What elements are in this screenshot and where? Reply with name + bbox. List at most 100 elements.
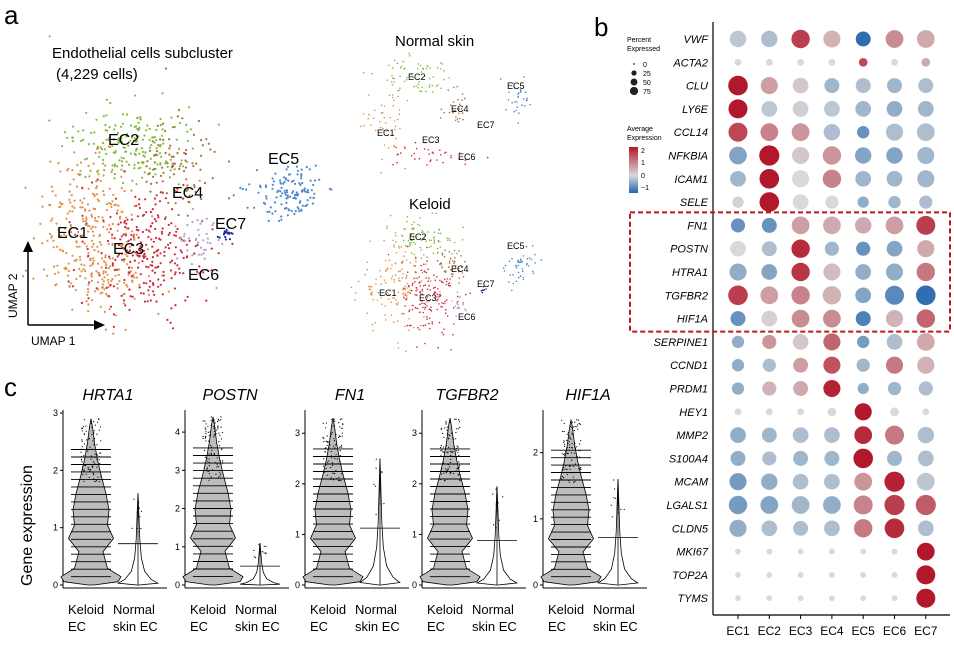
violin-point (82, 474, 84, 476)
umap-point (404, 325, 406, 328)
umap-point (375, 278, 377, 281)
umap-point (423, 263, 425, 266)
violin-point (326, 435, 328, 437)
violin-point (573, 443, 576, 445)
umap-point (173, 253, 176, 256)
umap-point (523, 105, 526, 107)
umap-point (133, 276, 136, 279)
umap-point (403, 145, 406, 148)
violin-point (450, 455, 452, 457)
umap-point (112, 325, 115, 328)
umap-point (197, 253, 200, 256)
dot-nfkbia-ec6 (886, 147, 903, 164)
umap-point (128, 266, 131, 269)
dot-serpine1-ec5 (857, 335, 870, 349)
umap-point (91, 262, 94, 265)
umap-point (388, 259, 391, 262)
umap-point (196, 219, 199, 222)
umap-point (90, 279, 93, 282)
umap-point (96, 193, 99, 196)
umap-point (143, 300, 146, 303)
umap-point (453, 249, 456, 252)
umap-point (145, 282, 148, 285)
violin-point (218, 432, 220, 434)
violin-point (93, 474, 95, 476)
umap-point (74, 259, 78, 262)
umap-point (295, 191, 298, 194)
umap-point (409, 243, 412, 246)
umap-point (198, 265, 201, 268)
umap-point (281, 192, 284, 195)
umap-point (160, 232, 164, 235)
umap-point (406, 220, 408, 223)
umap-point (154, 266, 157, 269)
umap-point (444, 312, 447, 315)
umap-point (397, 95, 399, 98)
umap-point (105, 98, 108, 101)
umap-point (135, 204, 138, 207)
umap-point (414, 294, 416, 296)
violin-point (337, 436, 340, 438)
dot-hey1-ec7 (922, 408, 930, 416)
umap-point (284, 177, 287, 180)
umap-point (401, 312, 404, 315)
umap-point (144, 151, 147, 154)
umap-point (105, 203, 109, 206)
umap-point (161, 227, 164, 230)
umap-point (202, 239, 205, 242)
violin-point (204, 449, 206, 451)
umap-point (102, 193, 106, 196)
dot-acta2-ec7 (921, 57, 931, 67)
umap-point (300, 174, 303, 178)
violin-point (341, 473, 343, 475)
umap-point (123, 281, 126, 284)
umap-point (117, 204, 120, 207)
umap-point (285, 201, 288, 204)
dot-prdm1-ec4 (823, 379, 841, 398)
violin-point (338, 422, 340, 424)
umap-point (447, 284, 450, 287)
umap-point (421, 288, 424, 291)
violin-point (82, 426, 85, 428)
umap-point (67, 167, 70, 170)
violin-point (574, 446, 576, 448)
umap-point (126, 218, 129, 221)
violin-point (571, 447, 574, 449)
umap-point (271, 177, 274, 180)
umap-point (184, 299, 187, 302)
umap-point (436, 276, 438, 278)
umap-point (436, 247, 439, 250)
umap-point (173, 262, 176, 265)
umap-point (421, 290, 424, 292)
umap-point (280, 215, 283, 218)
umap-point (433, 236, 435, 238)
umap-point (66, 212, 69, 215)
umap-point (410, 242, 413, 244)
umap-point (369, 288, 372, 291)
umap-point (186, 188, 189, 191)
umap-point (445, 299, 448, 301)
umap-point (107, 242, 110, 245)
umap-point (151, 140, 154, 143)
violin-point (202, 420, 204, 422)
umap-point (388, 94, 391, 97)
umap-point (101, 162, 105, 165)
dot-top2a-ec2 (766, 571, 773, 578)
umap-label-ec3: EC3 (113, 241, 144, 258)
violin-point (210, 453, 212, 456)
violin-point (329, 436, 331, 438)
umap-point (96, 145, 99, 148)
umap-point (280, 203, 283, 206)
umap-point (363, 124, 365, 127)
umap-point (396, 303, 399, 306)
violin-point (219, 475, 221, 477)
umap-point (534, 254, 536, 256)
umap-point (421, 293, 423, 295)
umap-point (217, 238, 220, 242)
umap-point (368, 113, 370, 116)
umap-point (86, 293, 89, 296)
umap-point (453, 256, 456, 259)
umap-point (387, 298, 390, 301)
umap-point (199, 168, 202, 171)
umap-point (274, 172, 277, 175)
